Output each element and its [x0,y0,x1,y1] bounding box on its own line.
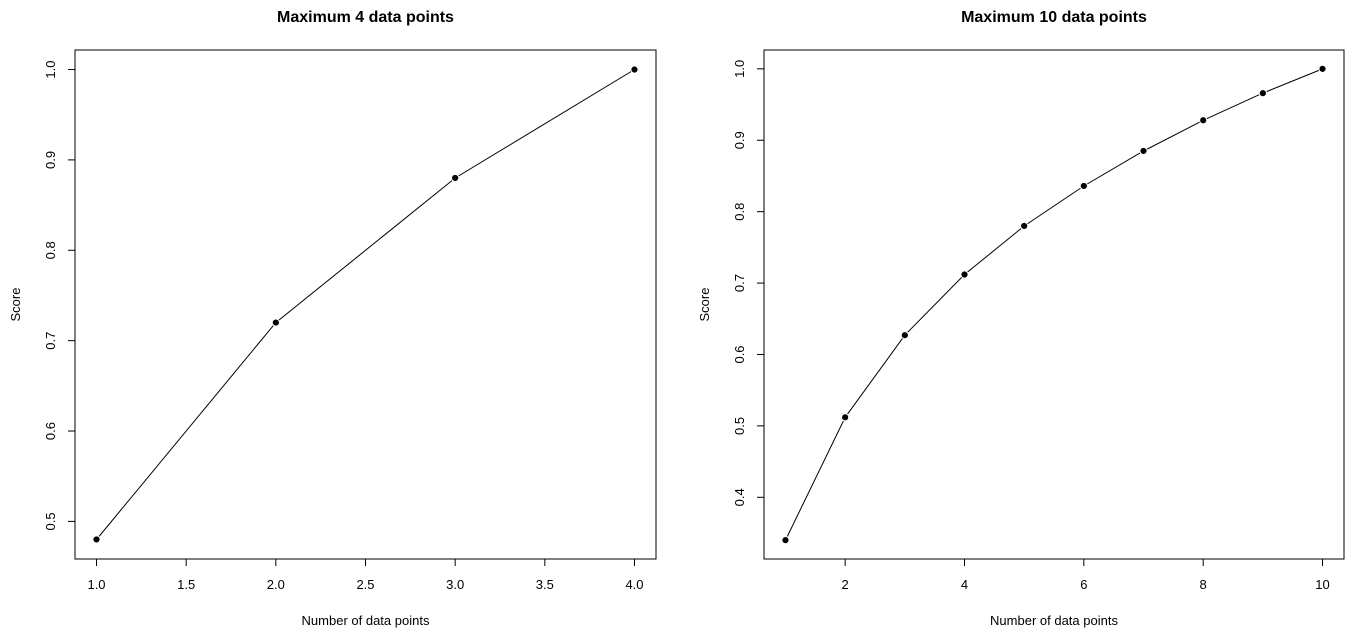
y-tick-label: 0.5 [43,512,58,530]
y-axis-label: Score [8,288,23,322]
data-point [781,536,790,545]
chart-title: Maximum 10 data points [961,9,1147,26]
data-point [1079,181,1088,191]
series-line [785,68,1323,541]
y-tick-label: 0.8 [43,241,58,259]
y-tick-label: 0.9 [732,131,747,149]
y-tick-label: 0.6 [43,422,58,440]
data-point [92,535,101,544]
y-tick-label: 1.0 [43,60,58,78]
y-tick-label: 0.5 [732,417,747,435]
x-tick-label: 3.5 [536,577,554,592]
y-tick-label: 0.6 [732,345,747,363]
data-point [960,270,969,279]
x-tick-label: 4.0 [625,577,643,592]
data-point [1318,64,1327,73]
data-point [1258,89,1267,98]
x-tick-label: 2.0 [267,577,285,592]
x-axis-label: Number of data points [990,613,1118,628]
plot-frame [74,49,657,560]
right-chart-panel: Maximum 10 data points Number of data po… [697,9,1345,628]
x-tick-label: 2 [842,577,849,592]
data-point [1020,221,1029,231]
chart-title: Maximum 4 data points [277,9,454,26]
data-point [271,318,280,327]
plot-frame [763,49,1345,560]
data-point [630,65,639,74]
x-axis-label: Number of data points [302,613,430,628]
y-tick-label: 0.9 [43,151,58,169]
data-point [841,413,850,422]
y-tick-label: 0.8 [732,203,747,221]
x-tick-label: 8 [1200,577,1207,592]
data-point [1139,146,1148,156]
series-line [96,69,635,540]
data-point [900,331,909,340]
x-tick-label: 4 [961,577,968,592]
x-tick-label: 3.0 [446,577,464,592]
x-tick-label: 6 [1080,577,1087,592]
x-tick-label: 2.5 [356,577,374,592]
x-tick-label: 10 [1315,577,1329,592]
y-tick-label: 0.7 [732,274,747,292]
y-tick-label: 1.0 [732,60,747,78]
left-chart-panel: Maximum 4 data points Number of data poi… [8,9,657,628]
x-tick-label: 1.5 [177,577,195,592]
x-tick-label: 1.0 [87,577,105,592]
y-tick-label: 0.4 [732,488,747,506]
data-point [451,173,460,183]
data-point [1199,116,1208,125]
y-axis-label: Score [697,288,712,322]
y-tick-label: 0.7 [43,332,58,350]
